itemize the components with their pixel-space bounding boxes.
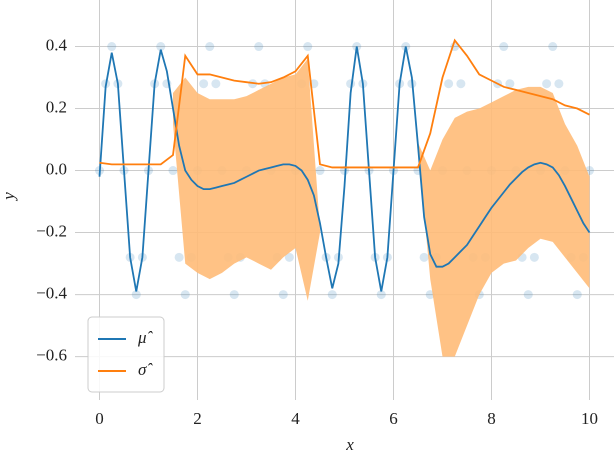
plot-area xyxy=(95,38,594,357)
x-tick-label: 6 xyxy=(389,409,398,428)
data-point xyxy=(376,290,386,300)
legend: μ̂σ̂ xyxy=(87,316,165,393)
y-tick-label: −0.4 xyxy=(36,283,67,302)
y-tick-label: 0.0 xyxy=(46,159,67,178)
y-tick-label: 0.4 xyxy=(46,35,68,54)
data-point xyxy=(168,166,178,176)
data-point xyxy=(254,42,264,52)
data-point xyxy=(548,42,558,52)
x-axis-label: x xyxy=(345,435,354,454)
data-point xyxy=(131,290,141,300)
data-point xyxy=(174,252,184,262)
data-point xyxy=(505,79,515,89)
data-point xyxy=(456,79,466,89)
y-axis-label: y xyxy=(0,192,18,202)
data-point xyxy=(211,79,221,89)
data-point xyxy=(444,79,454,89)
legend-box xyxy=(87,316,165,393)
data-point xyxy=(327,290,337,300)
data-point xyxy=(303,42,313,52)
line-series xyxy=(99,38,590,169)
y-tick-label: −0.2 xyxy=(36,221,67,240)
uncertainty-band xyxy=(173,58,320,301)
y-tick-label: 0.2 xyxy=(46,97,67,116)
data-point xyxy=(572,290,582,300)
x-tick-label: 10 xyxy=(581,409,598,428)
data-point xyxy=(284,252,294,262)
data-point xyxy=(278,290,288,300)
data-point xyxy=(523,290,533,300)
data-point xyxy=(554,79,564,89)
data-point xyxy=(205,42,215,52)
y-tick-label: −0.6 xyxy=(36,345,67,364)
x-tick-label: 8 xyxy=(487,409,496,428)
data-point xyxy=(180,290,190,300)
uncertainty-band xyxy=(418,86,590,357)
data-point xyxy=(199,79,209,89)
data-point xyxy=(156,42,166,52)
x-tick-label: 0 xyxy=(95,409,104,428)
data-point xyxy=(315,166,325,176)
data-point xyxy=(499,42,509,52)
data-point xyxy=(107,42,117,52)
x-tick-label: 2 xyxy=(193,409,202,428)
line-series xyxy=(98,46,591,292)
data-point xyxy=(542,79,552,89)
data-point xyxy=(229,290,239,300)
data-point xyxy=(529,252,539,262)
data-point xyxy=(419,252,429,262)
x-tick-label: 4 xyxy=(291,409,300,428)
